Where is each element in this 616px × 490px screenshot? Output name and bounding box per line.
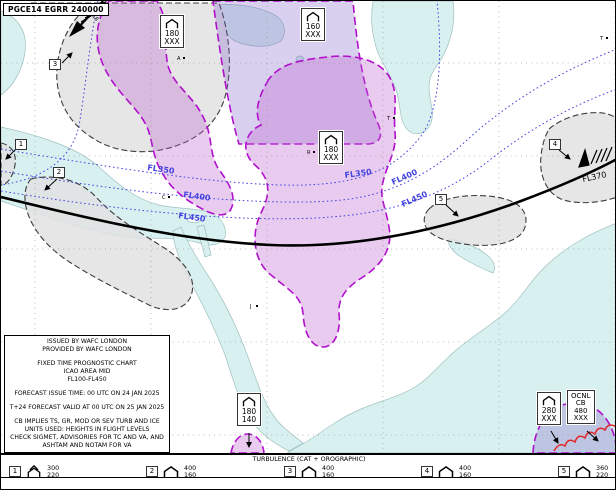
cb-scalloped-line: [553, 424, 615, 452]
area-marker-3: 3: [49, 59, 61, 70]
moderate-turbulence-icon: [163, 466, 179, 478]
sea-persian-gulf: [448, 238, 495, 274]
svg-text:R: R: [307, 150, 311, 156]
info-provided: PROVIDED BY WAFC LONDON: [42, 346, 132, 354]
area-marker-5: 5: [435, 194, 447, 205]
info-units-note: UNITS USED: HEIGHTS IN FLIGHT LEVELS: [24, 425, 150, 433]
legend-item-1: 1 300 220: [9, 465, 59, 478]
area-marker-2: 2: [53, 167, 65, 178]
map-canvas: FL350 FL400 FL450 FL350 FL400 FL450 FL37…: [1, 1, 615, 453]
contour-fl350: [1, 1, 441, 186]
cb-box: OCNL CB 480 XXX: [567, 390, 595, 425]
legend-title: TURBULENCE (CAT + OROGRAPHIC): [252, 456, 366, 463]
leader-arrows: [5, 52, 599, 448]
turb-area-northwest-shape: [96, 1, 234, 216]
svg-text:T: T: [386, 116, 391, 122]
jet-wind-barbs: [578, 146, 613, 168]
legend-bottom-strip: [1, 478, 615, 489]
contour-west-branch: [1, 1, 99, 186]
info-area: ICAO AREA MID: [63, 368, 111, 376]
legend-item-5: 5 360 220: [558, 465, 608, 478]
area-marker-4: 4: [549, 139, 561, 150]
contour-fl400: [1, 49, 615, 203]
svg-text:C: C: [162, 195, 166, 201]
sea-gulf-aqaba: [196, 224, 212, 258]
turbulence-legend-bar: TURBULENCE (CAT + OROGRAPHIC) 1 300 220 2…: [1, 453, 615, 478]
moderate-turbulence-icon: [242, 396, 256, 407]
turb-box-central: 180 XXX: [319, 131, 343, 164]
info-issued: ISSUED BY WAFC LONDON: [46, 338, 128, 346]
info-levels: FL100-FL450: [67, 376, 107, 384]
turb-box-northwest: 180 XXX: [160, 15, 184, 48]
spot-points: A R T C J T: [162, 36, 608, 310]
turb-box-southeast: 280 XXX: [537, 392, 561, 425]
jet-core-line: [1, 158, 615, 247]
svg-text:A: A: [177, 56, 181, 62]
turbulence-areas: [96, 1, 615, 453]
info-valid-time: T+24 FORECAST VALID AT 00 UTC ON 25 JAN …: [9, 403, 165, 411]
legend-item-2: 2 400 160: [146, 465, 196, 478]
info-cb-note: CB IMPLIES TS, GR, MOD OR SEV TURB AND I…: [14, 417, 160, 425]
cat-area-2-shape: [24, 176, 194, 311]
fl350-label-central: FL350: [344, 167, 373, 180]
jet-entry-arrowhead: [69, 21, 85, 37]
turb-box-south: 180 140: [237, 393, 261, 426]
sea-black-sea: [1, 10, 26, 96]
contour-fl450: [1, 89, 615, 220]
turb-area-north-shape: [212, 1, 382, 145]
moderate-turbulence-icon: [324, 134, 338, 145]
island-cyprus: [187, 217, 201, 223]
fl400-label-west: FL400: [183, 190, 212, 203]
info-type: FIXED TIME PROGNOSTIC CHART: [37, 360, 137, 368]
moderate-turbulence-icon: [575, 466, 591, 478]
info-sigmet-note: CHECK SIGMET, ADVISORIES FOR TC AND VA, …: [10, 433, 164, 441]
info-issue-time: FORECAST ISSUE TIME: 00 UTC ON 24 JAN 20…: [14, 390, 160, 398]
chart-info-box: ISSUED BY WAFC LONDON PROVIDED BY WAFC L…: [4, 335, 170, 453]
turb-box-north: 160 XXX: [301, 8, 325, 41]
fl400-label-central: FL400: [390, 167, 419, 186]
turb-area-central-shape: [245, 55, 397, 348]
moderate-turbulence-icon: [306, 11, 320, 22]
sea-red-sea: [172, 226, 304, 452]
legend-item-3: 3 400 160: [284, 465, 334, 478]
moderate-turbulence-icon: [542, 395, 556, 406]
moderate-turbulence-icon: [165, 18, 179, 29]
svg-text:T: T: [599, 36, 604, 42]
moderate-turbulence-icon: [301, 466, 317, 478]
tropopause-contours: [1, 1, 615, 220]
turb-area-south-shape: [230, 433, 265, 453]
chart-header-label: PGCE14 EGRR 240000: [3, 3, 109, 16]
svg-text:J: J: [249, 304, 251, 310]
fl350-label-west: FL350: [147, 163, 176, 176]
fl450-label-central: FL450: [400, 189, 429, 208]
info-ashtam-note: ASHTAM AND NOTAM FOR VA: [42, 441, 132, 449]
severe-turbulence-icon: [27, 465, 41, 478]
sea-arabian-sea: [286, 223, 615, 453]
legend-item-4: 4 400 160: [421, 465, 471, 478]
moderate-turbulence-icon: [438, 466, 454, 478]
cat-area-4-shape: [540, 112, 615, 204]
area-marker-1: 1: [15, 139, 27, 150]
fl450-label-west: FL450: [178, 211, 207, 224]
